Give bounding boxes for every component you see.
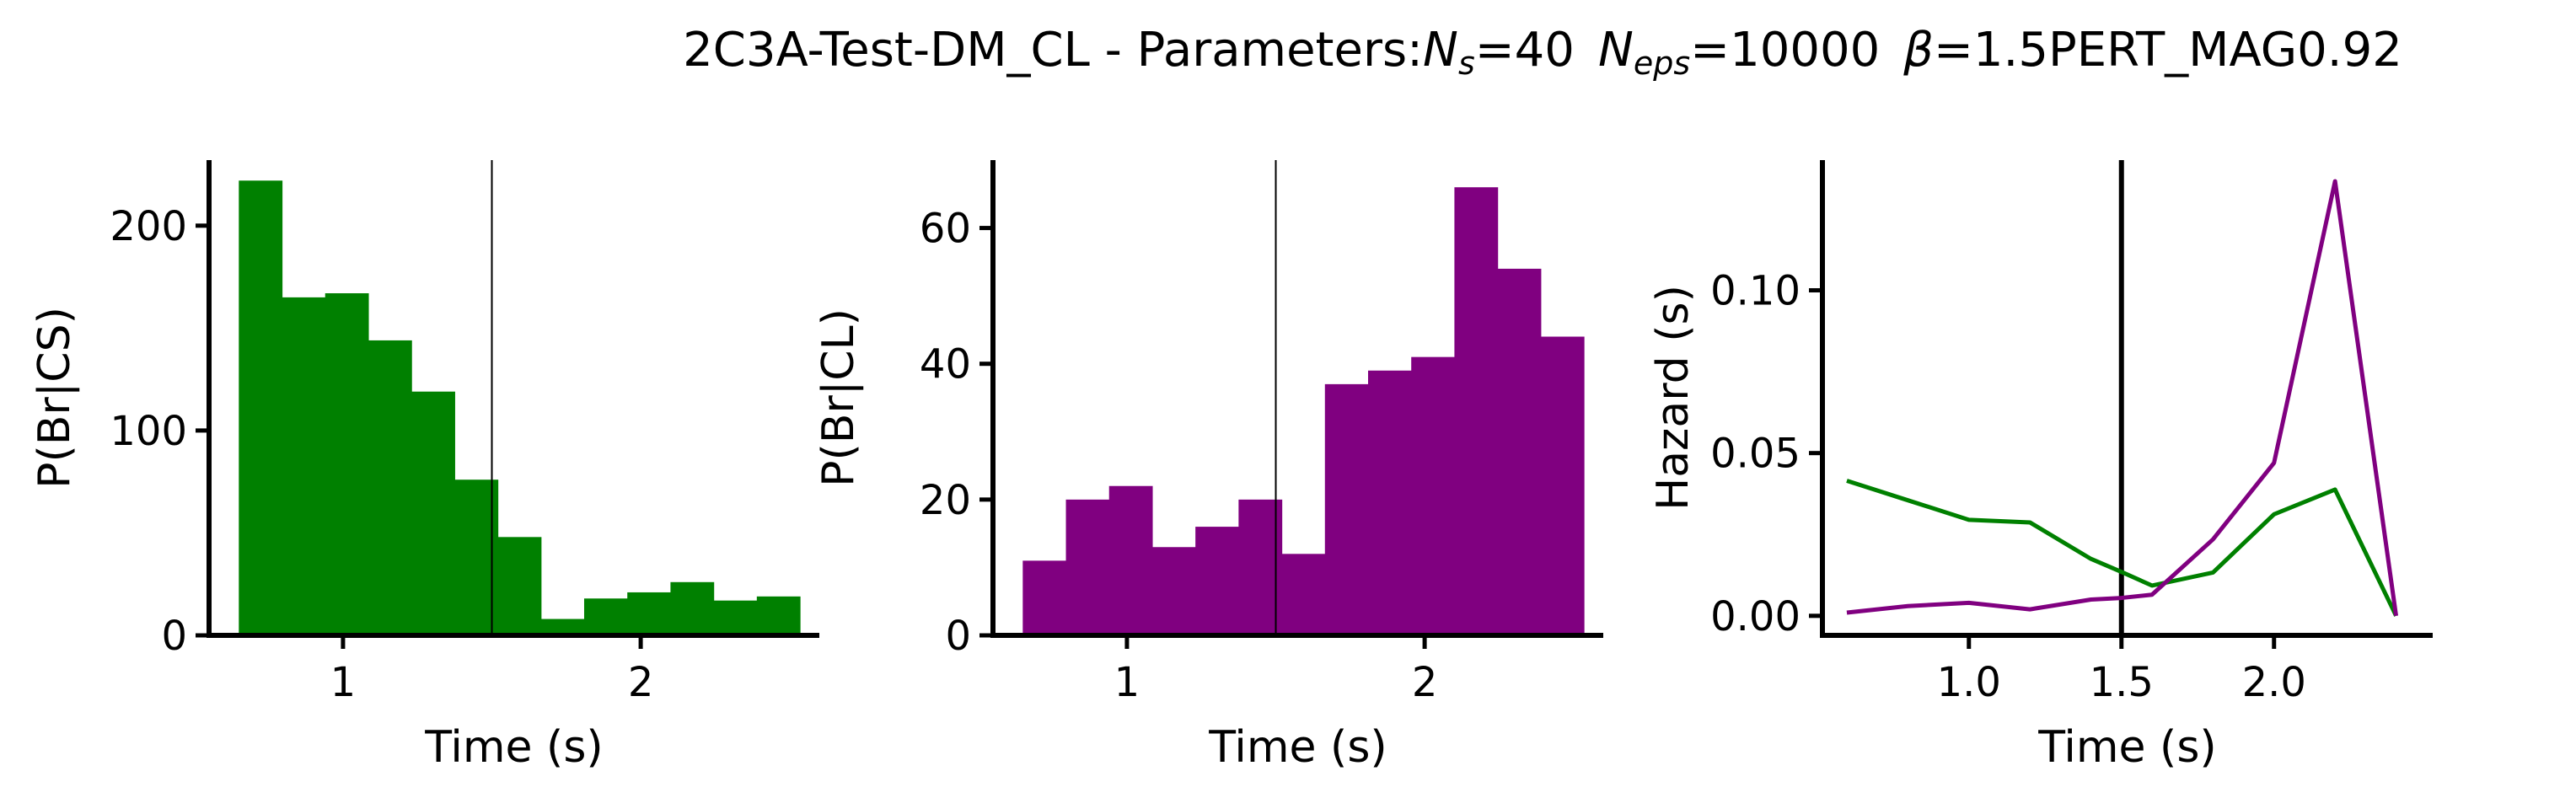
panel-hazard-line: 0.00 0.05 0.10 1.0 1.5 2.0 Time (s) Hazard (s) <box>1648 160 2433 773</box>
y-tick-label: 0 <box>161 613 187 660</box>
title-param-1-symbol: N <box>1423 23 1458 78</box>
title-param-2-value: =10000 <box>1690 23 1880 78</box>
panel-cl-histogram: 0 20 40 60 1 2 Time (s) P(Br|CL) <box>813 160 1603 773</box>
panel-cs-histogram: 0 100 200 1 2 Time (s) P(Br|CS) <box>30 160 819 773</box>
x-tick-label: 1 <box>330 659 357 706</box>
histogram-bar <box>368 340 412 635</box>
title-param-1-value: =40 <box>1475 23 1575 78</box>
histogram-bar <box>1151 547 1196 635</box>
histogram-bar <box>1108 485 1153 635</box>
y-tick-label: 20 <box>920 477 971 524</box>
title-param-3-symbol: β <box>1902 23 1934 78</box>
series-line <box>1846 479 2398 617</box>
histogram-bar <box>1367 370 1412 635</box>
title-prefix: 2C3A-Test-DM_CL - Parameters: <box>683 23 1423 78</box>
series-line <box>1846 179 2399 617</box>
y-axis-label: P(Br|CS) <box>30 307 80 489</box>
histogram-bar <box>1454 187 1499 635</box>
histogram-bar <box>1022 560 1067 635</box>
histogram-bar <box>713 600 758 635</box>
title-param-2-symbol: N <box>1598 23 1634 78</box>
title-param-2-sub: eps <box>1634 45 1690 82</box>
x-axis-label: Time (s) <box>1208 722 1387 773</box>
x-tick-label: 1.5 <box>2090 659 2154 706</box>
histogram-bar <box>1540 336 1585 635</box>
histogram-bar <box>325 293 369 635</box>
y-tick-label: 60 <box>920 206 971 253</box>
x-tick-label: 2 <box>628 659 654 706</box>
y-tick-label: 0.05 <box>1710 431 1801 478</box>
histogram-bar <box>583 598 628 635</box>
histogram-bar <box>540 619 585 635</box>
y-tick-label: 40 <box>920 341 971 388</box>
histogram-bar <box>1065 499 1110 635</box>
title-param-3-value: =1.5PERT_MAG0.92 <box>1934 23 2402 78</box>
histogram-bar <box>1195 527 1239 635</box>
y-axis-label: Hazard (s) <box>1648 285 1699 511</box>
histogram-bar <box>670 581 715 635</box>
histogram-bar <box>239 180 283 635</box>
histogram-bar <box>1497 268 1542 635</box>
x-tick-label: 2.0 <box>2242 659 2306 706</box>
histogram-bar <box>282 297 326 635</box>
histogram-bar <box>1281 554 1326 635</box>
y-tick-label: 100 <box>110 408 187 455</box>
figure-title: 2C3A-Test-DM_CL - Parameters:Ns=40 Neps=1… <box>683 23 2402 82</box>
x-axis-label: Time (s) <box>424 722 603 773</box>
histogram-bar <box>627 592 672 635</box>
x-tick-label: 1 <box>1114 659 1140 706</box>
y-tick-label: 0 <box>945 613 971 660</box>
x-tick-label: 1.0 <box>1937 659 2001 706</box>
histogram-bar <box>497 537 542 635</box>
histogram-bar <box>756 596 801 635</box>
y-tick-label: 200 <box>110 203 187 250</box>
y-axis-label: P(Br|CL) <box>813 308 864 487</box>
y-tick-label: 0.10 <box>1710 268 1801 315</box>
histogram-bar <box>1324 383 1369 635</box>
histogram-bar <box>411 391 455 635</box>
x-tick-label: 2 <box>1412 659 1438 706</box>
histogram-bar <box>1411 356 1456 635</box>
y-tick-label: 0.00 <box>1710 593 1801 640</box>
title-param-1-sub: s <box>1458 45 1475 82</box>
x-axis-label: Time (s) <box>2037 722 2216 773</box>
